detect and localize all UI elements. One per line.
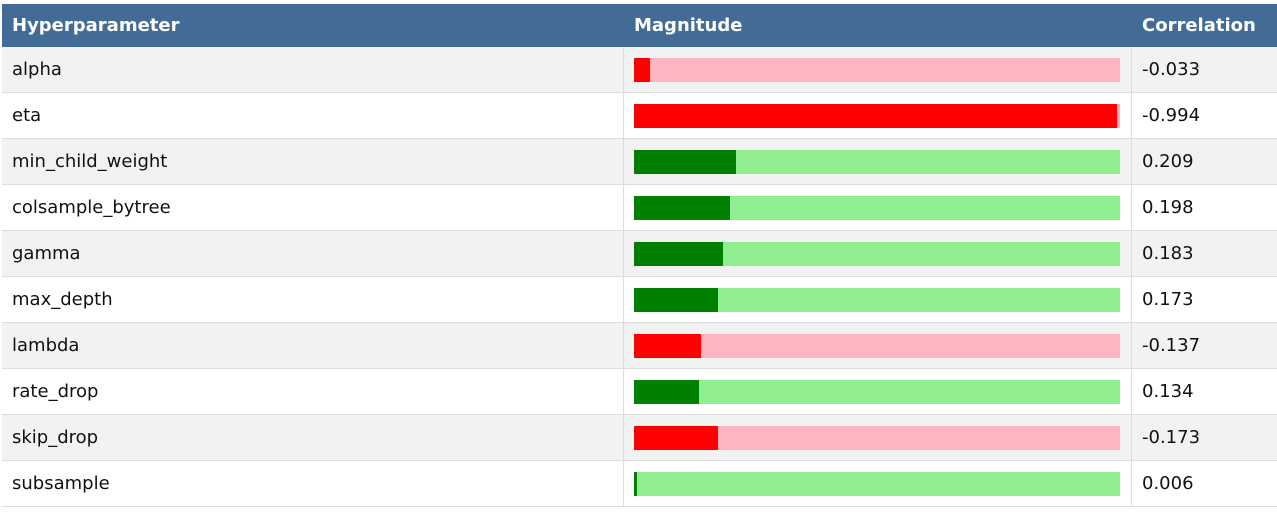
hyperparameter-name: gamma xyxy=(2,231,624,276)
header-hyperparameter: Hyperparameter xyxy=(12,15,180,36)
magnitude-cell xyxy=(624,323,1132,368)
table-row: rate_drop 0.134 xyxy=(2,369,1277,415)
correlation-value: -0.173 xyxy=(1142,427,1201,448)
magnitude-bar-track xyxy=(634,195,1120,220)
magnitude-bar-fill xyxy=(634,57,651,82)
table-row: min_child_weight 0.209 xyxy=(2,139,1277,185)
table-header: Hyperparameter Magnitude Correlation xyxy=(2,4,1277,47)
magnitude-bar-fill xyxy=(634,241,723,266)
magnitude-bar-track xyxy=(634,379,1120,404)
magnitude-cell xyxy=(624,461,1132,506)
magnitude-cell xyxy=(624,93,1132,138)
correlation-value: 0.173 xyxy=(1142,289,1194,310)
magnitude-bar-fill xyxy=(634,333,701,358)
correlation-value: 0.198 xyxy=(1142,197,1194,218)
magnitude-bar-track xyxy=(634,241,1120,266)
correlation-value: 0.183 xyxy=(1142,243,1194,264)
magnitude-cell xyxy=(624,185,1132,230)
magnitude-cell xyxy=(624,47,1132,92)
hyperparameter-name: alpha xyxy=(2,47,624,92)
magnitude-bar-fill xyxy=(634,149,736,174)
magnitude-bar-track xyxy=(634,57,1120,82)
hyperparameter-name: rate_drop xyxy=(2,369,624,414)
magnitude-cell xyxy=(624,415,1132,460)
hyperparameter-name: colsample_bytree xyxy=(2,185,624,230)
table-row: lambda -0.137 xyxy=(2,323,1277,369)
magnitude-bar-fill xyxy=(634,379,700,404)
magnitude-bar-fill xyxy=(634,287,719,312)
correlation-value: 0.134 xyxy=(1142,381,1194,402)
magnitude-cell xyxy=(624,369,1132,414)
magnitude-cell xyxy=(624,231,1132,276)
table-row: skip_drop -0.173 xyxy=(2,415,1277,461)
table-row: gamma 0.183 xyxy=(2,231,1277,277)
hyperparameter-name: max_depth xyxy=(2,277,624,322)
correlation-value: 0.006 xyxy=(1142,473,1194,494)
magnitude-cell xyxy=(624,277,1132,322)
magnitude-bar-fill xyxy=(634,425,719,450)
magnitude-bar-fill xyxy=(634,471,637,496)
header-magnitude: Magnitude xyxy=(634,15,743,36)
magnitude-bar-fill xyxy=(634,103,1118,128)
table-body: alpha -0.033 eta -0.994 min_child_weight 0.20… xyxy=(2,47,1277,507)
table-row: eta -0.994 xyxy=(2,93,1277,139)
correlation-value: -0.994 xyxy=(1142,105,1201,126)
hyperparameter-name: min_child_weight xyxy=(2,139,624,184)
hyperparameter-name: eta xyxy=(2,93,624,138)
magnitude-cell xyxy=(624,139,1132,184)
correlation-value: -0.033 xyxy=(1142,59,1201,80)
magnitude-bar-fill xyxy=(634,195,731,220)
magnitude-bar-track xyxy=(634,287,1120,312)
table-row: subsample 0.006 xyxy=(2,461,1277,507)
correlation-value: -0.137 xyxy=(1142,335,1201,356)
magnitude-bar-track xyxy=(634,471,1120,496)
hyperparameter-name: lambda xyxy=(2,323,624,368)
correlation-value: 0.209 xyxy=(1142,151,1194,172)
hyperparameter-name: skip_drop xyxy=(2,415,624,460)
magnitude-bar-track xyxy=(634,149,1120,174)
magnitude-bar-track xyxy=(634,425,1120,450)
table-row: max_depth 0.173 xyxy=(2,277,1277,323)
table-row: alpha -0.033 xyxy=(2,47,1277,93)
correlation-table: Hyperparameter Magnitude Correlation alp… xyxy=(2,4,1277,507)
hyperparameter-name: subsample xyxy=(2,461,624,506)
magnitude-bar-track xyxy=(634,333,1120,358)
header-correlation: Correlation xyxy=(1142,15,1256,36)
table-row: colsample_bytree 0.198 xyxy=(2,185,1277,231)
magnitude-bar-track xyxy=(634,103,1120,128)
